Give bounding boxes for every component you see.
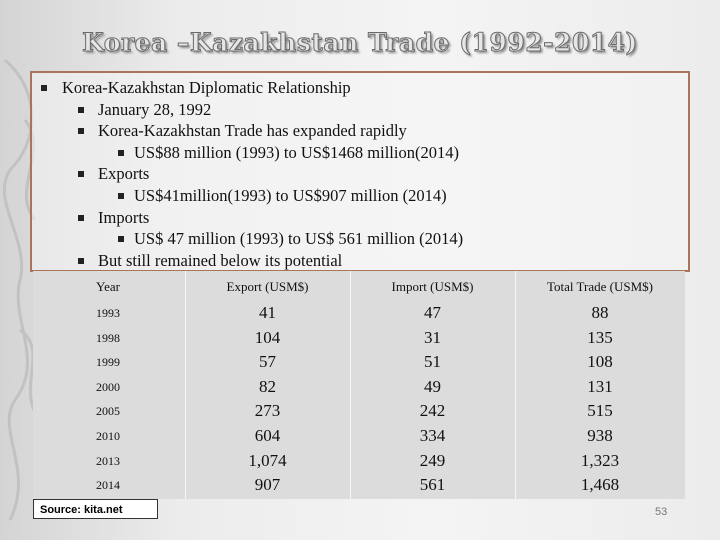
table-cell: 2014 <box>96 478 120 493</box>
bullet-text: US$41million(1993) to US$907 million (20… <box>134 186 447 205</box>
table-cell: 1999 <box>96 355 120 370</box>
table-cell: 938 <box>587 426 613 445</box>
column-divider <box>185 271 186 499</box>
bullet-marker <box>78 214 84 221</box>
bullet-box: Korea-Kazakhstan Diplomatic Relationship… <box>30 71 690 272</box>
table-cell: 242 <box>419 401 446 421</box>
column-divider <box>515 271 516 499</box>
table-cell: 131 <box>587 376 613 396</box>
column-divider <box>350 271 351 499</box>
table-header: Total Trade (USM$) <box>547 279 653 294</box>
table-cell: 49 <box>424 376 441 396</box>
table-cell: 57 <box>259 352 276 372</box>
bullet-text: Imports <box>98 207 150 227</box>
bullet-text: January 28, 1992 <box>98 99 212 119</box>
table-header: Import (USM$) <box>391 279 474 294</box>
table-cell: 334 <box>419 426 446 445</box>
table-cell: 249 <box>419 450 446 470</box>
bullet-marker <box>118 236 124 243</box>
table-cell: 88 <box>591 303 609 322</box>
table-cell: 31 <box>424 327 441 347</box>
table-header: Export (USM$) <box>226 279 309 294</box>
table-cell: 51 <box>424 352 441 372</box>
bullet-text: But still remained below its potential <box>98 250 343 270</box>
bullet-marker <box>78 128 84 135</box>
table-cell: 561 <box>419 475 446 495</box>
table-cell: 82 <box>259 376 276 396</box>
table-cell: 1998 <box>96 330 120 345</box>
bullet-marker <box>41 85 47 91</box>
table-cell: 108 <box>587 352 613 372</box>
table-cell: 2013 <box>96 453 120 468</box>
slide-title: Korea –Kazakhstan Trade (1992-2014) <box>82 28 638 58</box>
table-cell: 604 <box>254 426 281 445</box>
bullet-marker <box>118 193 124 199</box>
table-cell: 1993 <box>96 306 120 320</box>
bullet-text: Exports <box>98 164 150 184</box>
table-cell: 41 <box>259 303 276 322</box>
page-number: 53 <box>655 506 668 518</box>
table-cell: 2005 <box>96 404 120 419</box>
bullet-text: US$88 million (1993) to US$1468 million(… <box>134 142 459 162</box>
table-cell: 907 <box>254 475 281 495</box>
bullet-marker <box>118 149 124 156</box>
table-cell: 1,074 <box>248 450 287 470</box>
bullet-marker <box>78 257 84 264</box>
table-cell: 515 <box>587 401 613 421</box>
table-cell: 273 <box>254 401 281 421</box>
table-cell: 1,323 <box>580 450 620 470</box>
bullet-text: Korea-Kazakhstan Diplomatic Relationship <box>62 78 351 97</box>
bullet-text: US$ 47 million (1993) to US$ 561 million… <box>134 229 464 249</box>
table-cell: 47 <box>424 303 441 322</box>
table-cell: 104 <box>254 327 281 347</box>
table-cell: 2000 <box>96 379 120 394</box>
table-cell: 1,468 <box>580 475 620 495</box>
table-cell: 135 <box>587 327 613 347</box>
bullet-marker <box>78 171 84 178</box>
source: Source: kita.net <box>33 499 158 519</box>
table-header: Year <box>96 279 120 294</box>
bullet-marker <box>78 106 84 113</box>
table-cell: 2010 <box>96 429 120 443</box>
bullet-text: Korea-Kazakhstan Trade has expanded rapi… <box>98 121 407 141</box>
trade-table: Year Export (USM$) Import (USM$) Total Trad… <box>33 271 685 499</box>
